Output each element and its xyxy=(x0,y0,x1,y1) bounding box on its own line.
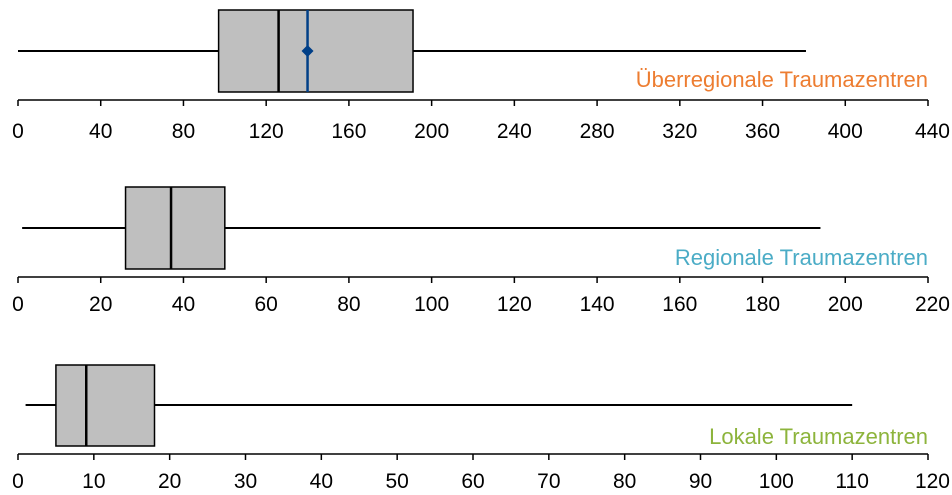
iqr-box xyxy=(124,186,226,270)
panel-lokale: 0 10 20 30 40 50 60 70 80 90 100 110 120 Lokale Traum… xyxy=(12,364,950,493)
panel-regionale: 0 20 40 60 80 100 120 140 160 180 200 220 Regionale … xyxy=(12,186,950,316)
x-tick-label: 200 xyxy=(828,293,863,316)
x-tick-label: 100 xyxy=(414,293,449,316)
panel-uberregionale: 0 40 80 120 160 200 240 280 320 360 400 440 Überregi… xyxy=(12,9,950,143)
x-tick-label: 280 xyxy=(580,120,615,143)
x-tick-label: 90 xyxy=(689,470,712,493)
x-tick-label: 200 xyxy=(414,120,449,143)
x-tick-label: 120 xyxy=(249,120,284,143)
iqr-box xyxy=(217,9,414,93)
x-tick-label: 60 xyxy=(255,293,278,316)
x-tick-label: 320 xyxy=(662,120,697,143)
x-tick-label: 80 xyxy=(172,120,195,143)
x-tick-label: 60 xyxy=(461,470,484,493)
x-tick-label: 160 xyxy=(662,293,697,316)
panel-title: Regionale Traumazentren xyxy=(675,245,928,270)
x-tick-label: 10 xyxy=(82,470,105,493)
x-tick-label: 0 xyxy=(12,120,24,143)
x-tick-label: 240 xyxy=(497,120,532,143)
x-tick-label: 80 xyxy=(613,470,636,493)
panel-title: Lokale Traumazentren xyxy=(709,424,928,449)
x-tick-label: 220 xyxy=(915,293,950,316)
x-tick-label: 120 xyxy=(497,293,532,316)
x-tick-label: 360 xyxy=(745,120,780,143)
x-tick-label: 20 xyxy=(158,470,181,493)
x-tick-label: 40 xyxy=(310,470,333,493)
x-tick-label: 50 xyxy=(385,470,408,493)
x-tick-label: 40 xyxy=(89,120,112,143)
x-tick-label: 160 xyxy=(331,120,366,143)
x-tick-label: 120 xyxy=(915,470,950,493)
x-tick-label: 180 xyxy=(745,293,780,316)
x-tick-label: 400 xyxy=(828,120,863,143)
iqr-box xyxy=(55,364,156,447)
x-tick-label: 70 xyxy=(537,470,560,493)
x-tick-label: 0 xyxy=(12,470,24,493)
x-tick-label: 140 xyxy=(580,293,615,316)
x-tick-label: 110 xyxy=(835,470,868,493)
panel-title: Überregionale Traumazentren xyxy=(636,67,928,92)
x-tick-label: 30 xyxy=(234,470,257,493)
x-tick-label: 440 xyxy=(915,120,950,143)
x-tick-label: 100 xyxy=(759,470,794,493)
x-tick-label: 40 xyxy=(172,293,195,316)
x-tick-label: 0 xyxy=(12,293,24,316)
mean-marker xyxy=(301,45,314,57)
x-tick-label: 80 xyxy=(337,293,360,316)
x-tick-label: 20 xyxy=(89,293,112,316)
